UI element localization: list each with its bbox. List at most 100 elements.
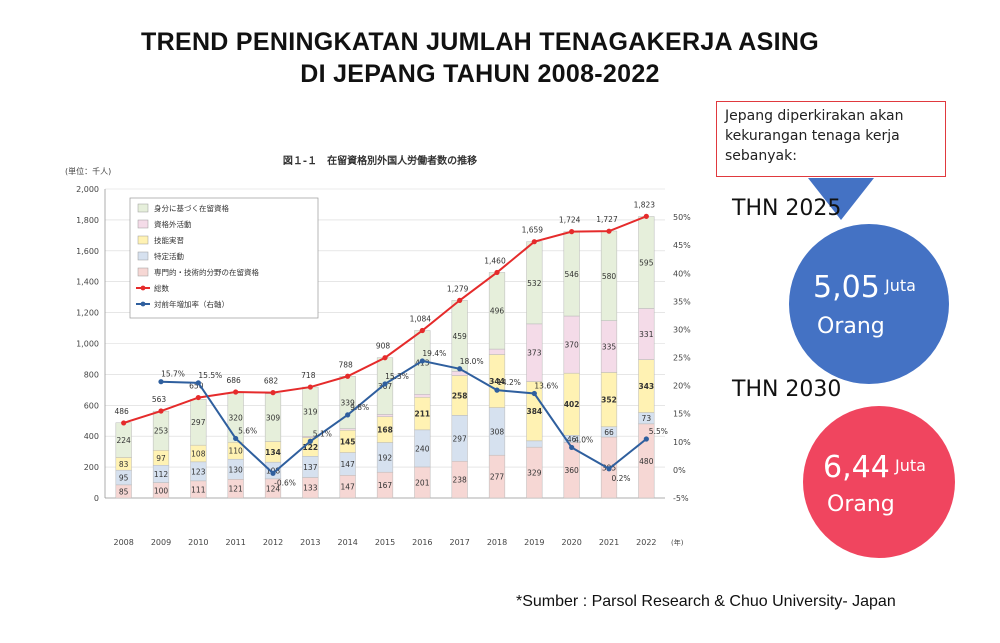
- total-label: 908: [376, 342, 391, 351]
- bar-segment-label: 360: [565, 466, 580, 475]
- bar-segment-label: 108: [191, 450, 206, 459]
- total-label: 1,279: [447, 284, 469, 293]
- title-line-1: TREND PENINGKATAN JUMLAH TENAGAKERJA ASI…: [141, 28, 819, 56]
- growth-label: 0.2%: [611, 474, 630, 483]
- bar-segment-label: 496: [490, 307, 505, 316]
- forecast-circle-2025: 5,05 Juta Orang: [789, 224, 949, 384]
- total-label: 686: [227, 376, 242, 385]
- bar-segment-label: 373: [527, 349, 542, 358]
- total-label: 486: [115, 407, 130, 416]
- bar-segment-label: 277: [490, 473, 505, 482]
- bar-segment-label: 546: [565, 270, 580, 279]
- y2-tick-label: 20%: [673, 382, 691, 391]
- total-point: [345, 373, 351, 379]
- bar-segment-label: 97: [156, 454, 166, 463]
- bar-segment-label: 123: [191, 467, 206, 476]
- x-tick-label: 2010: [188, 538, 208, 547]
- legend-marker-growth: [140, 301, 146, 307]
- y-tick-label: 1,400: [76, 278, 99, 287]
- y-tick-label: 1,200: [76, 309, 99, 318]
- y2-tick-label: 15%: [673, 410, 691, 419]
- callout-line-2: kekurangan tenaga kerja: [725, 128, 900, 144]
- bar-segment-label: 85: [119, 487, 129, 496]
- chart-unit-label: (単位：千人): [65, 166, 111, 176]
- total-point: [494, 269, 500, 276]
- bar-segment-label: 297: [191, 418, 206, 427]
- bar-segment-label: 335: [602, 343, 617, 352]
- bar-segment-label: 100: [154, 486, 169, 495]
- bar-segment-label: 344: [489, 377, 505, 386]
- total-label: 682: [264, 377, 279, 386]
- y-tick-label: 2,000: [76, 185, 99, 194]
- legend-box: [129, 197, 319, 319]
- bar-segment-label: 339: [341, 398, 356, 407]
- growth-point: [569, 444, 575, 451]
- y2-tick-label: 40%: [673, 269, 691, 278]
- x-tick-label: 2014: [337, 538, 357, 547]
- growth-label: -0.6%: [274, 478, 296, 487]
- bar-segment-label: 459: [453, 332, 468, 341]
- forecast-circle-2030: 6,44 Juta Orang: [803, 406, 955, 558]
- bar-segment-label: 83: [119, 460, 129, 469]
- bar-segment-label: 532: [527, 279, 542, 288]
- bar-segment-label: 137: [303, 463, 318, 472]
- legend-swatch: [137, 203, 149, 213]
- growth-point: [345, 412, 351, 418]
- growth-point: [494, 387, 500, 393]
- y2-tick-label: -5%: [673, 494, 689, 503]
- title-line-2: DI JEPANG TAHUN 2008-2022: [300, 60, 660, 88]
- bar-segment-label: 238: [453, 476, 468, 485]
- total-label: 1,727: [596, 215, 618, 224]
- growth-point: [643, 436, 649, 442]
- bar-segment-label: 320: [229, 414, 244, 423]
- forecast-value-2030: 6,44: [823, 450, 890, 485]
- total-label: 1,823: [634, 200, 656, 209]
- y2-tick-label: 30%: [673, 325, 691, 334]
- x-tick-label: 2013: [300, 538, 320, 547]
- bar-segment: [414, 394, 431, 398]
- total-label: 788: [339, 360, 354, 369]
- growth-point: [382, 381, 388, 387]
- bar-segment-label: 147: [341, 460, 356, 469]
- y2-tick-label: 50%: [673, 213, 691, 222]
- x-tick-label: 2017: [449, 538, 469, 547]
- legend-label: 特定活動: [154, 251, 184, 261]
- bar-segment-label: 122: [303, 443, 319, 452]
- forecast-label-2025: Orang: [817, 314, 885, 339]
- total-point: [195, 394, 201, 401]
- legend-label: 資格外活動: [154, 219, 192, 229]
- y2-tick-label: 35%: [673, 297, 691, 306]
- total-point: [233, 389, 239, 395]
- growth-line: [160, 359, 647, 475]
- growth-point: [158, 379, 164, 385]
- total-point: [307, 384, 313, 390]
- y2-tick-label: 45%: [673, 241, 691, 250]
- growth-point: [419, 358, 425, 364]
- bar-segment-label: 331: [639, 330, 654, 339]
- callout-line-3: sebanyak:: [725, 148, 797, 164]
- bar-segment-label: 124: [266, 484, 281, 493]
- bar-segment-label: 95: [119, 474, 129, 483]
- x-tick-label: 2019: [524, 538, 544, 547]
- x-tick-label: 2015: [375, 538, 395, 547]
- growth-point: [233, 435, 239, 442]
- bar-segment-label: 319: [303, 408, 318, 417]
- growth-label: 5.5%: [649, 427, 668, 436]
- growth-label: 18.0%: [460, 357, 484, 366]
- y-tick-label: 1,800: [76, 216, 99, 225]
- growth-label: 13.6%: [534, 382, 558, 391]
- bar-segment: [488, 348, 506, 355]
- total-point: [457, 297, 463, 303]
- forecast-callout: Jepang diperkirakan akan kekurangan tena…: [716, 101, 946, 177]
- bar-segment-label: 133: [303, 484, 318, 493]
- bar-segment-label: 258: [452, 391, 468, 400]
- legend-swatch: [137, 235, 149, 245]
- bar-segment-label: 384: [527, 407, 543, 416]
- bar-segment-label: 201: [415, 478, 430, 487]
- bar-segment-label: 111: [191, 485, 206, 494]
- total-label: 563: [152, 395, 167, 404]
- forecast-year-2030: THN 2030: [732, 377, 842, 402]
- bar-segment-label: 352: [601, 396, 617, 405]
- x-tick-label: 2016: [412, 538, 432, 547]
- bar-segment-label: 134: [265, 448, 281, 457]
